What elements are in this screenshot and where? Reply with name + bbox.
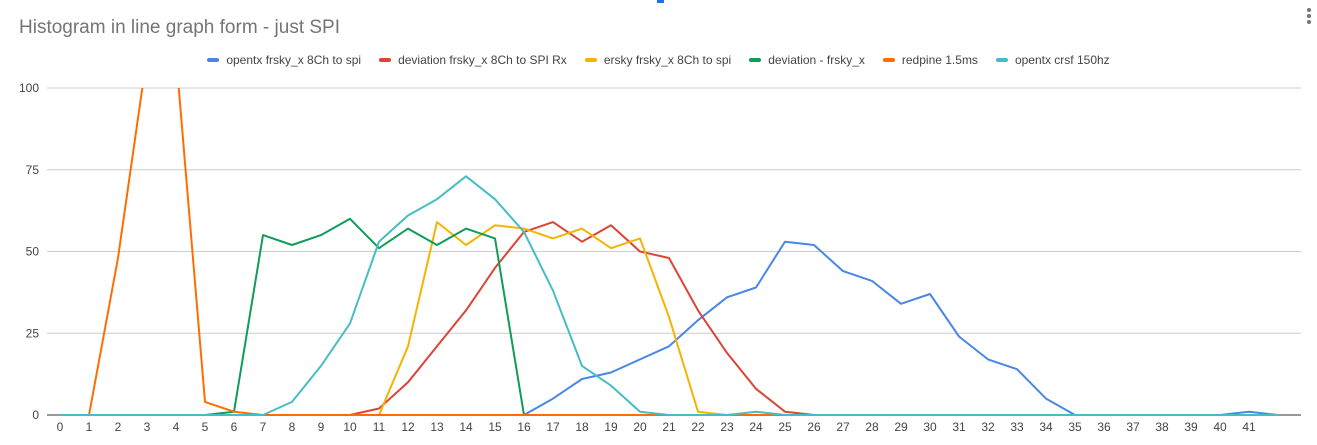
x-tick-label: 29 bbox=[894, 420, 908, 434]
x-tick-label: 12 bbox=[401, 420, 415, 434]
x-tick-label: 38 bbox=[1155, 420, 1169, 434]
legend-item[interactable]: redpine 1.5ms bbox=[882, 53, 978, 67]
x-tick-label: 15 bbox=[488, 420, 502, 434]
y-tick-label: 75 bbox=[26, 163, 40, 177]
legend-swatch bbox=[584, 58, 597, 62]
x-tick-label: 16 bbox=[517, 420, 531, 434]
legend-item[interactable]: deviation frsky_x 8Ch to SPI Rx bbox=[379, 53, 567, 67]
legend-swatch bbox=[995, 58, 1008, 62]
x-tick-label: 18 bbox=[575, 420, 589, 434]
series-line[interactable] bbox=[60, 175, 1278, 416]
legend-label: ersky frsky_x 8Ch to spi bbox=[603, 53, 732, 67]
x-tick-label: 0 bbox=[57, 420, 64, 434]
x-tick-label: 20 bbox=[633, 420, 647, 434]
x-tick-label: 40 bbox=[1213, 420, 1227, 434]
x-tick-label: 2 bbox=[115, 420, 122, 434]
x-tick-label: 37 bbox=[1126, 420, 1140, 434]
legend: opentx frsky_x 8Ch to spi deviation frsk… bbox=[0, 53, 1317, 67]
x-tick-label: 8 bbox=[289, 420, 296, 434]
top-indicator bbox=[657, 0, 664, 3]
x-tick-label: 22 bbox=[691, 420, 705, 434]
x-tick-label: 3 bbox=[144, 420, 151, 434]
legend-label: opentx crsf 150hz bbox=[1014, 53, 1110, 67]
x-tick-label: 6 bbox=[231, 420, 238, 434]
legend-swatch bbox=[207, 58, 220, 62]
x-tick-label: 7 bbox=[260, 420, 267, 434]
legend-swatch bbox=[882, 58, 895, 62]
legend-item[interactable]: deviation - frsky_x bbox=[749, 53, 865, 67]
x-tick-label: 36 bbox=[1097, 420, 1111, 434]
legend-item[interactable]: ersky frsky_x 8Ch to spi bbox=[584, 53, 732, 67]
x-tick-label: 39 bbox=[1184, 420, 1198, 434]
y-tick-label: 100 bbox=[19, 81, 39, 95]
x-tick-label: 19 bbox=[604, 420, 618, 434]
x-tick-label: 33 bbox=[1010, 420, 1024, 434]
x-tick-label: 24 bbox=[749, 420, 763, 434]
legend-label: opentx frsky_x 8Ch to spi bbox=[226, 53, 362, 67]
legend-item[interactable]: opentx frsky_x 8Ch to spi bbox=[207, 53, 361, 67]
x-tick-label: 41 bbox=[1242, 420, 1256, 434]
x-tick-label: 27 bbox=[836, 420, 850, 434]
legend-label: deviation frsky_x 8Ch to SPI Rx bbox=[398, 53, 567, 67]
x-tick-label: 9 bbox=[318, 420, 325, 434]
chart-title: Histogram in line graph form - just SPI bbox=[19, 17, 341, 38]
x-tick-label: 23 bbox=[720, 420, 734, 434]
legend-item[interactable]: opentx crsf 150hz bbox=[995, 53, 1110, 67]
x-tick-label: 5 bbox=[202, 420, 209, 434]
y-tick-label: 50 bbox=[26, 245, 40, 259]
x-tick-label: 30 bbox=[923, 420, 937, 434]
x-tick-label: 21 bbox=[662, 420, 676, 434]
x-tick-label: 11 bbox=[373, 420, 386, 434]
x-tick-label: 4 bbox=[173, 420, 180, 434]
x-tick-label: 26 bbox=[807, 420, 821, 434]
x-tick-label: 28 bbox=[865, 420, 879, 434]
x-tick-label: 34 bbox=[1039, 420, 1053, 434]
y-tick-label: 25 bbox=[26, 326, 40, 340]
x-tick-label: 17 bbox=[546, 420, 560, 434]
x-tick-label: 1 bbox=[86, 420, 93, 434]
legend-swatch bbox=[749, 58, 762, 62]
series-line[interactable] bbox=[60, 240, 1279, 416]
x-tick-label: 35 bbox=[1068, 420, 1082, 434]
x-tick-label: 25 bbox=[778, 420, 792, 434]
chart-menu-icon[interactable] bbox=[1301, 6, 1317, 26]
legend-label: deviation - frsky_x bbox=[768, 53, 865, 67]
legend-label: redpine 1.5ms bbox=[901, 53, 978, 67]
x-tick-label: 13 bbox=[430, 420, 444, 434]
x-tick-label: 31 bbox=[952, 420, 966, 434]
y-tick-label: 0 bbox=[32, 408, 39, 422]
legend-swatch bbox=[379, 58, 392, 62]
x-tick-label: 14 bbox=[459, 420, 473, 434]
x-tick-label: 10 bbox=[343, 420, 357, 434]
x-tick-label: 32 bbox=[981, 420, 995, 434]
